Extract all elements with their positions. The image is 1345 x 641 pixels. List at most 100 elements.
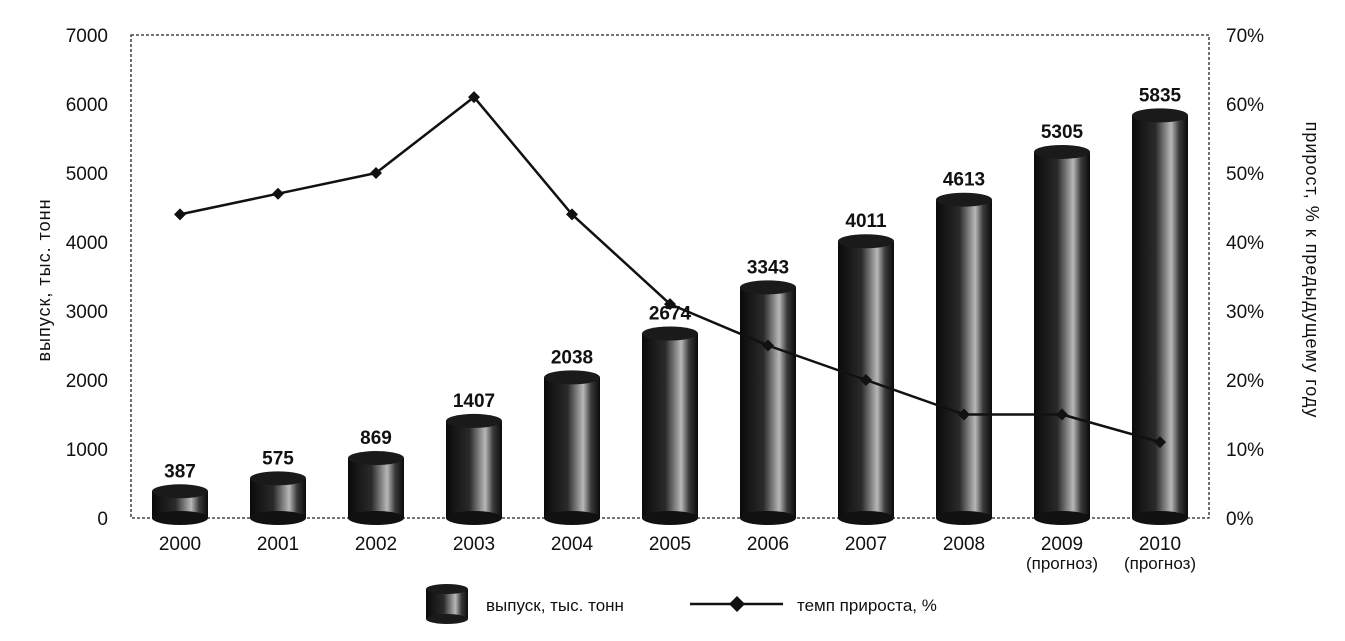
left-axis-ticks: 0 1000 2000 3000 4000 5000 6000 7000 bbox=[66, 26, 108, 530]
right-tick-label: 40% bbox=[1226, 233, 1264, 254]
bar-base bbox=[936, 511, 992, 525]
bar bbox=[152, 484, 208, 525]
left-axis-label: выпуск, тыс. тонн bbox=[34, 198, 54, 361]
line-point bbox=[664, 298, 676, 311]
bar bbox=[446, 413, 502, 525]
x-tick-label: 2005 bbox=[649, 534, 691, 555]
x-tick-label: 2009 bbox=[1041, 534, 1083, 555]
bar-data-label: 3343 bbox=[747, 257, 789, 278]
bar-body bbox=[1132, 115, 1188, 518]
x-tick-label: 2001 bbox=[257, 534, 299, 555]
x-tick-label: 2004 bbox=[551, 534, 594, 555]
right-tick-label: 60% bbox=[1226, 95, 1264, 116]
bar-body bbox=[544, 377, 600, 518]
line-point bbox=[958, 408, 970, 421]
bar-body bbox=[936, 199, 992, 518]
bar-base bbox=[1132, 511, 1188, 525]
bar-data-label: 5305 bbox=[1041, 122, 1084, 143]
bar-top bbox=[642, 326, 698, 341]
line-series bbox=[174, 91, 1166, 449]
bar-body bbox=[348, 458, 404, 518]
x-tick-label: 2010 bbox=[1139, 534, 1181, 555]
bar-top bbox=[740, 280, 796, 295]
bar-base bbox=[544, 511, 600, 525]
bar-body bbox=[446, 420, 502, 518]
left-tick-label: 7000 bbox=[66, 26, 108, 47]
line-point bbox=[370, 167, 382, 179]
bar bbox=[348, 451, 404, 525]
legend-line-label: темп прироста, % bbox=[797, 596, 937, 615]
bar-data-label: 575 bbox=[262, 448, 294, 469]
right-tick-label: 0% bbox=[1226, 509, 1254, 530]
legend-line-marker bbox=[729, 596, 745, 612]
bar-top bbox=[936, 192, 992, 207]
bar-data-labels: 387 575 869 1407 2038 2674 3343 4011 4613 5305 583… bbox=[164, 85, 1181, 482]
right-tick-label: 20% bbox=[1226, 371, 1264, 392]
bar bbox=[544, 370, 600, 525]
right-tick-label: 30% bbox=[1226, 302, 1264, 323]
bar bbox=[1034, 144, 1090, 525]
bar bbox=[1132, 108, 1188, 525]
left-tick-label: 0 bbox=[97, 509, 108, 530]
left-tick-label: 1000 bbox=[66, 440, 108, 461]
left-tick-label: 5000 bbox=[66, 164, 108, 185]
bar-base bbox=[740, 511, 796, 525]
bar-top bbox=[446, 413, 502, 428]
right-tick-label: 10% bbox=[1226, 440, 1264, 461]
bar bbox=[740, 280, 796, 525]
bar-data-label: 5835 bbox=[1139, 85, 1182, 106]
line-point bbox=[468, 91, 480, 104]
bar-base bbox=[348, 511, 404, 525]
legend: выпуск, тыс. тонн темп прироста, % bbox=[426, 584, 937, 624]
x-tick-label: 2000 bbox=[159, 534, 201, 555]
bar-base bbox=[446, 511, 502, 525]
bar-data-label: 4613 bbox=[943, 170, 985, 191]
bar-data-label: 2038 bbox=[551, 347, 593, 368]
bar-body bbox=[1034, 151, 1090, 518]
left-tick-label: 6000 bbox=[66, 95, 108, 116]
x-tick-sublabel: (прогноз) bbox=[1026, 554, 1098, 573]
bar-base bbox=[250, 511, 306, 525]
bar-body bbox=[642, 333, 698, 518]
left-tick-label: 3000 bbox=[66, 302, 108, 323]
bar-top bbox=[152, 484, 208, 499]
bar-base bbox=[1034, 511, 1090, 525]
x-tick-label: 2006 bbox=[747, 534, 789, 555]
right-axis-label: прирост, % к предыдущему году bbox=[1302, 122, 1322, 419]
bar-data-label: 387 bbox=[164, 461, 196, 482]
line-point bbox=[762, 339, 774, 352]
bar bbox=[936, 192, 992, 525]
left-tick-label: 4000 bbox=[66, 233, 108, 254]
bar-base bbox=[642, 511, 698, 525]
bar-data-label: 2674 bbox=[649, 303, 692, 324]
line-point bbox=[1154, 436, 1166, 449]
bar-data-label: 4011 bbox=[845, 211, 887, 232]
line-point bbox=[272, 187, 284, 200]
left-tick-label: 2000 bbox=[66, 371, 108, 392]
line-point bbox=[174, 208, 186, 221]
legend-bar-label: выпуск, тыс. тонн bbox=[486, 596, 624, 615]
bar-top bbox=[1132, 108, 1188, 123]
bar bbox=[250, 471, 306, 525]
legend-bar-swatch bbox=[426, 584, 468, 624]
bar-top bbox=[1034, 144, 1090, 159]
x-tick-label: 2002 bbox=[355, 534, 397, 555]
line-point bbox=[860, 374, 872, 386]
bar-top bbox=[544, 370, 600, 385]
bar-top bbox=[250, 471, 306, 486]
right-axis-ticks: 0% 10% 20% 30% 40% 50% 60% 70% bbox=[1226, 26, 1264, 530]
bar-data-label: 869 bbox=[360, 428, 392, 449]
bar-body bbox=[740, 287, 796, 518]
x-tick-label: 2007 bbox=[845, 534, 887, 555]
bar-series bbox=[152, 108, 1188, 525]
right-tick-label: 70% bbox=[1226, 26, 1264, 47]
bar-base bbox=[838, 511, 894, 525]
bar-top bbox=[838, 234, 894, 249]
x-tick-label: 2003 bbox=[453, 534, 495, 555]
line-point bbox=[1056, 408, 1068, 421]
bar bbox=[642, 326, 698, 525]
x-tick-sublabel: (прогноз) bbox=[1124, 554, 1196, 573]
x-axis-labels: 2000 2001 2002 2003 2004 2005 2006 2007 2008 2009… bbox=[159, 534, 1196, 573]
bar-base bbox=[152, 511, 208, 525]
